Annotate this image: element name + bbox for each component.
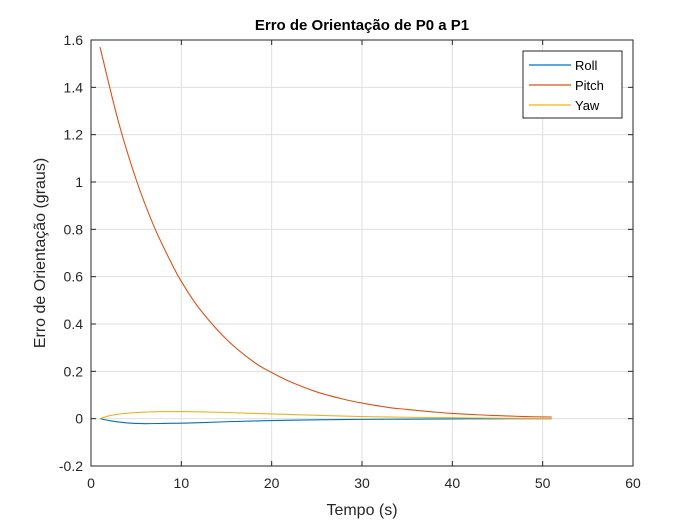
x-tick-label: 0 [87, 475, 95, 491]
x-tick-label: 30 [354, 475, 370, 491]
x-tick-label: 60 [625, 475, 641, 491]
ticks [90, 39, 634, 467]
legend-label-pitch: Pitch [575, 78, 604, 93]
x-tick-label: 40 [445, 475, 461, 491]
chart-title: Erro de Orientação de P0 a P1 [255, 17, 469, 34]
y-axis-label: Erro de Orientação (graus) [32, 158, 49, 348]
y-tick-label: 0 [75, 411, 83, 427]
legend: Roll Pitch Yaw [522, 50, 623, 119]
x-tick-label: 20 [264, 475, 280, 491]
y-tick-label: 0.6 [64, 269, 84, 285]
x-tick-label: 50 [535, 475, 551, 491]
y-tick-label: 1 [75, 174, 83, 190]
series-line-pitch [99, 46, 552, 418]
series-line-roll [99, 418, 552, 425]
y-tick-label: 0.2 [64, 363, 84, 379]
legend-label-yaw: Yaw [575, 98, 600, 113]
y-tick-label: 1.6 [64, 32, 84, 48]
y-tick-label: -0.2 [59, 458, 83, 474]
tick-labels: 0 10 20 30 40 50 60-0.200.20.40.60.811.21.41.6 [59, 32, 641, 491]
y-tick-label: 1.4 [64, 79, 84, 95]
series-line-yaw [99, 411, 552, 420]
y-tick-label: 0.8 [64, 221, 84, 237]
x-tick-label: 10 [174, 475, 190, 491]
y-tick-label: 1.2 [64, 127, 84, 143]
series-lines [99, 46, 552, 425]
legend-label-roll: Roll [575, 58, 598, 73]
y-tick-label: 0.4 [64, 316, 84, 332]
x-axis-label: Tempo (s) [326, 502, 397, 519]
